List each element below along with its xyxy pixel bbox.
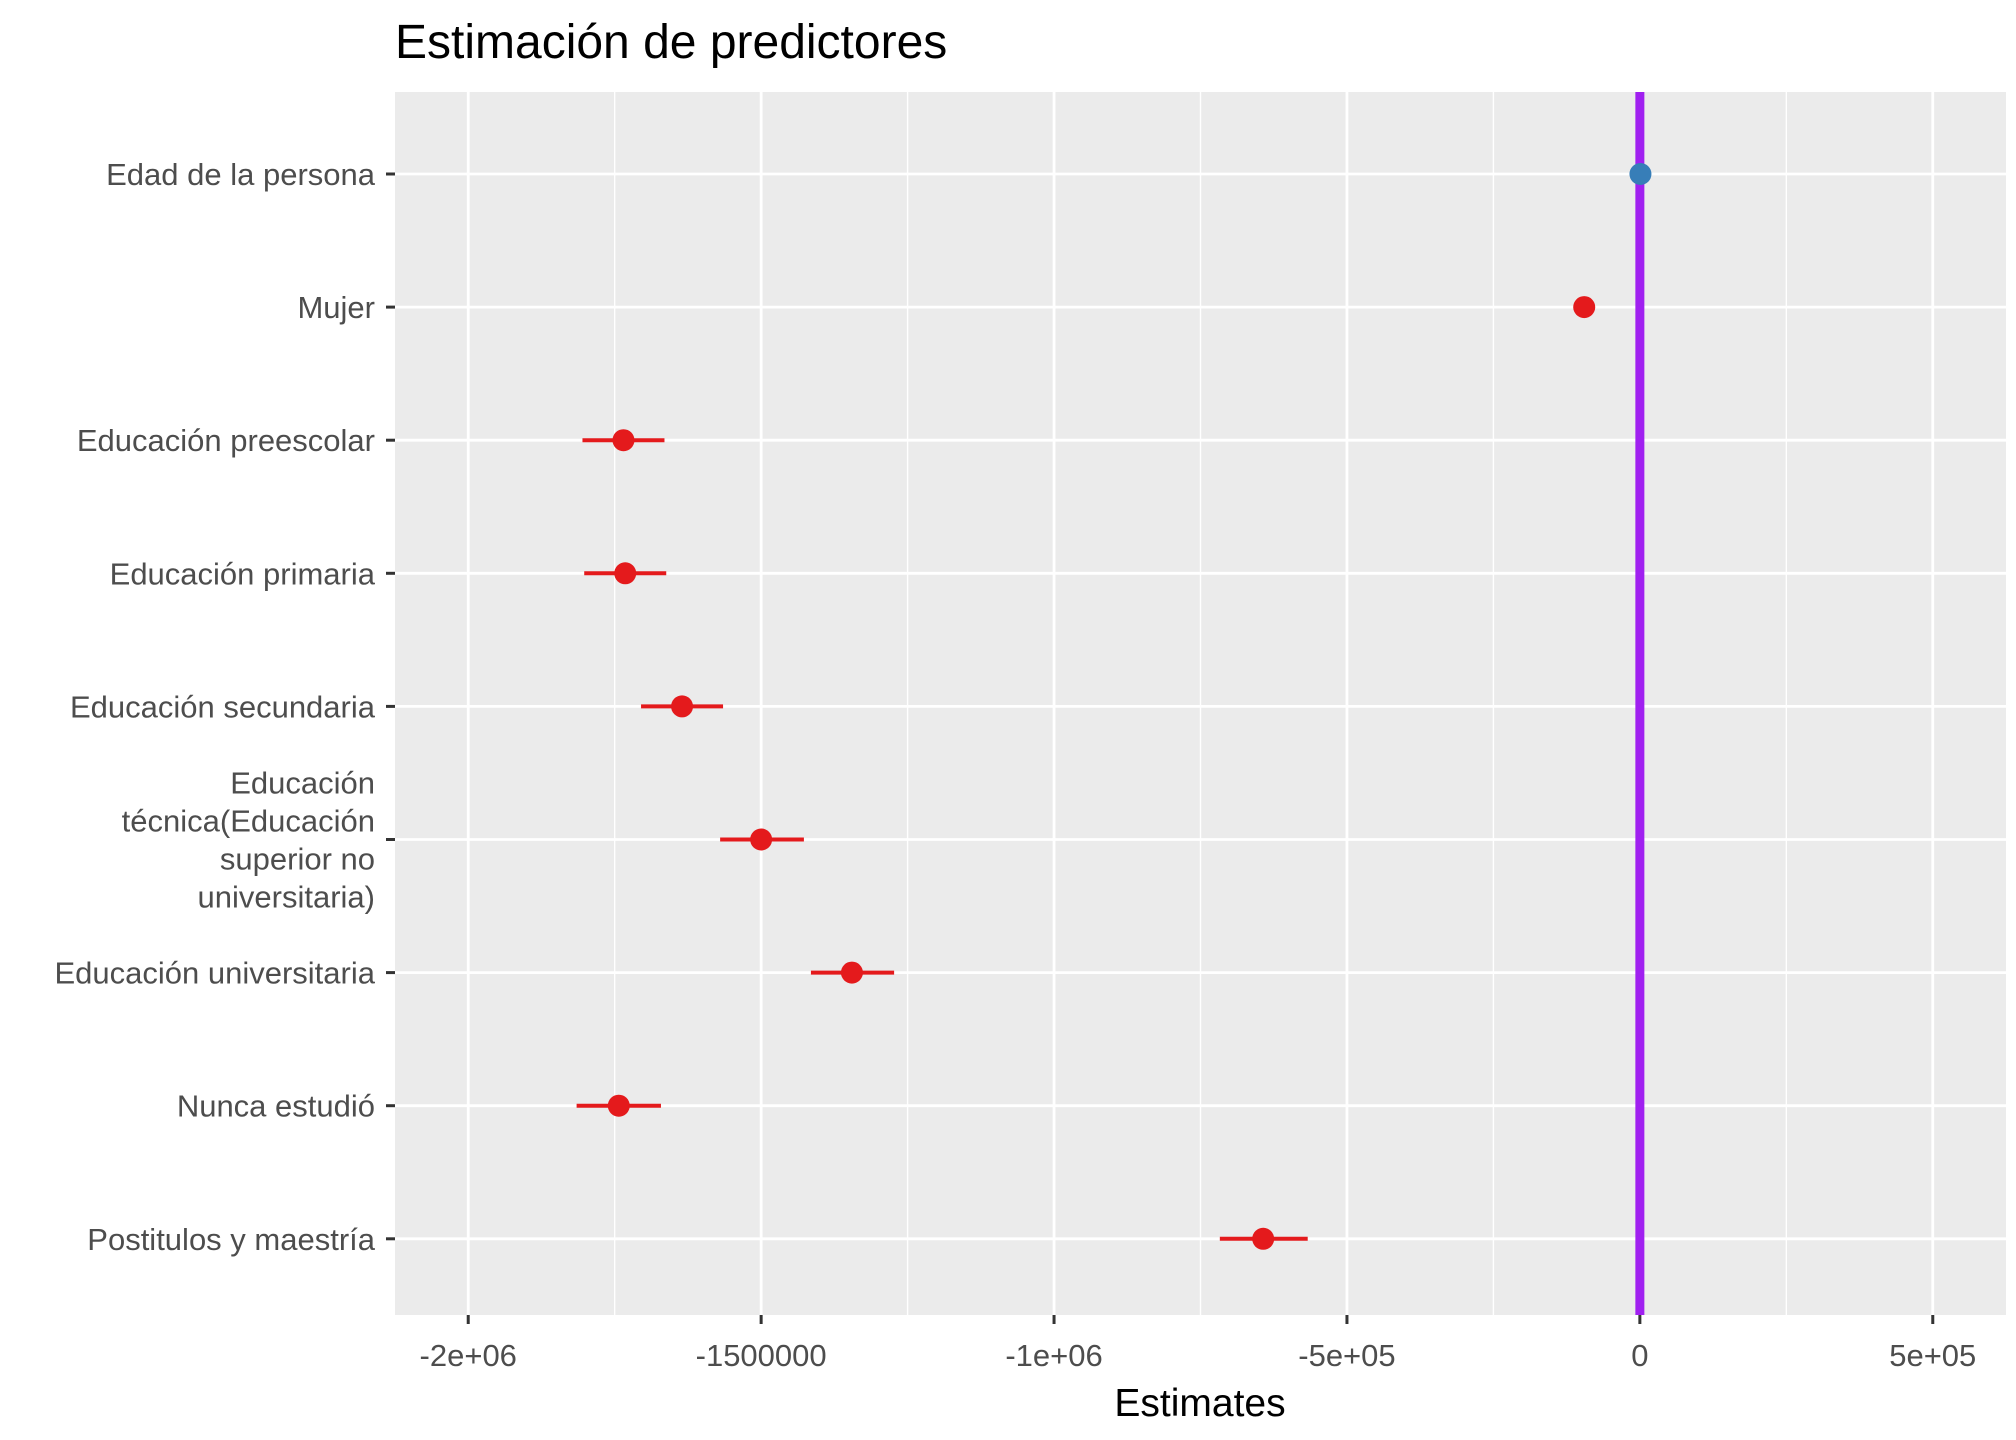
estimate-marks (576, 163, 1652, 1250)
y-tick-label: Educación universitaria (54, 956, 375, 991)
y-tick-label: Postitulos y maestría (87, 1222, 375, 1257)
estimate-point (1629, 163, 1652, 185)
x-tick-label: -1e+06 (1005, 1338, 1102, 1373)
estimate-point (607, 1094, 630, 1117)
y-tick-label: Mujer (297, 290, 375, 325)
y-tick-label-line: técnica(Educación (122, 804, 375, 839)
x-tick-label: -2e+06 (420, 1338, 517, 1373)
y-tick-label: Educación preescolar (77, 423, 375, 458)
x-tick-label: 0 (1631, 1338, 1648, 1373)
chart-title: Estimación de predictores (395, 16, 947, 69)
y-tick-label: Educación secundaria (70, 689, 376, 724)
y-tick-label-line: superior no (220, 842, 375, 877)
x-tick-label: -5e+05 (1298, 1338, 1395, 1373)
estimate-point (840, 961, 863, 984)
y-tick-label-line: Educación (230, 766, 375, 801)
estimate-point (1252, 1227, 1275, 1250)
y-tick-label-line: universitaria) (198, 880, 375, 915)
x-axis: -2e+06 -1500000 -1e+06 -5e+05 0 5e+05 (420, 1315, 1976, 1373)
y-tick-label: Educación primaria (110, 556, 376, 591)
estimate-point (1573, 296, 1596, 319)
estimate-point (750, 828, 773, 851)
estimate-point (612, 429, 635, 452)
x-tick-label: -1500000 (696, 1338, 827, 1373)
estimate-point (671, 695, 694, 718)
x-tick-label: 5e+05 (1889, 1338, 1976, 1373)
x-axis-title: Estimates (1114, 1382, 1285, 1425)
estimate-point (614, 562, 637, 585)
y-axis: Edad de la persona Mujer Educación preesco… (54, 157, 395, 1257)
y-tick-label: Nunca estudió (177, 1089, 375, 1124)
y-tick-label: Edad de la persona (106, 157, 376, 192)
